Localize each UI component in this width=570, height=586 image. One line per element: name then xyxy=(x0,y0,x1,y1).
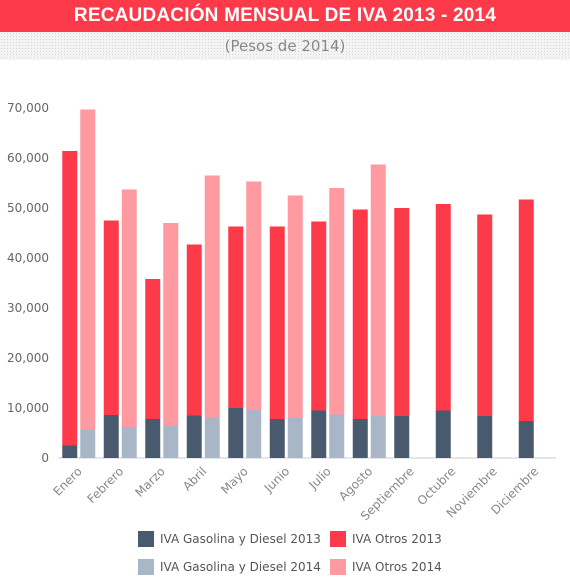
bar-segment xyxy=(329,414,345,458)
legend-label: IVA Gasolina y Diesel 2013 xyxy=(160,532,321,546)
bar-segment xyxy=(163,425,179,458)
bar-segment xyxy=(311,410,327,458)
bar-segment xyxy=(246,181,262,410)
legend-swatch xyxy=(330,559,346,575)
bar-segment xyxy=(435,410,451,458)
legend-swatch xyxy=(330,531,346,547)
bar-segment xyxy=(269,226,285,419)
bar-segment xyxy=(394,208,410,416)
x-tick-label: Junio xyxy=(261,464,292,495)
bar-segment xyxy=(246,409,262,458)
bar-segment xyxy=(103,415,119,458)
bar-segment xyxy=(311,221,327,411)
bar-segment xyxy=(477,416,493,458)
y-tick-label: 40,000 xyxy=(7,251,49,265)
bar-segment xyxy=(352,419,368,458)
bar-segment xyxy=(62,445,78,458)
x-tick-label: Marzo xyxy=(132,464,168,500)
bar-segment xyxy=(352,209,368,419)
chart-subtitle: (Pesos de 2014) xyxy=(224,37,346,55)
bar-segment xyxy=(121,427,137,458)
y-tick-label: 30,000 xyxy=(7,301,49,315)
legend-item-gasolina-2014: IVA Gasolina y Diesel 2014 xyxy=(138,558,321,576)
x-tick-label: Enero xyxy=(51,464,85,498)
bar-segment xyxy=(80,429,96,458)
bar-segment xyxy=(370,164,386,416)
bar-segment xyxy=(204,418,220,458)
y-tick-label: 60,000 xyxy=(7,151,49,165)
bar-segment xyxy=(186,415,202,458)
y-tick-label: 10,000 xyxy=(7,401,49,415)
stacked-bar-chart: 0 10,000 20,000 30,000 40,000 50,000 60,000 70,… xyxy=(7,101,556,523)
y-tick-label: 70,000 xyxy=(7,101,49,115)
bar-segment xyxy=(287,418,303,458)
legend-label: IVA Otros 2013 xyxy=(352,532,442,546)
bar-segment xyxy=(121,189,137,427)
bar-segment xyxy=(186,244,202,416)
y-tick-label: 0 xyxy=(41,451,49,465)
legend-label: IVA Gasolina y Diesel 2014 xyxy=(160,560,321,574)
subtitle-band: (Pesos de 2014) xyxy=(0,32,570,60)
bar-segment xyxy=(145,419,161,458)
x-tick-label: Julio xyxy=(305,464,333,492)
x-tick-label: Febrero xyxy=(84,464,126,506)
x-tick-label: Abril xyxy=(180,464,209,493)
legend-swatch xyxy=(138,559,154,575)
bar-segment xyxy=(287,195,303,418)
bar-segment xyxy=(163,223,179,426)
x-tick-label: Mayo xyxy=(218,464,251,497)
legend-swatch xyxy=(138,531,154,547)
bar-segment xyxy=(228,408,244,458)
bar-segment xyxy=(394,416,410,458)
y-tick-label: 50,000 xyxy=(7,201,49,215)
bar-segment xyxy=(62,151,78,446)
bar-segment xyxy=(518,199,534,421)
bar-segment xyxy=(269,419,285,458)
bar-segment xyxy=(145,279,161,419)
bar-segment xyxy=(329,188,345,415)
y-tick-label: 20,000 xyxy=(7,351,49,365)
bar-segment xyxy=(204,175,220,418)
bar-segment xyxy=(518,421,534,458)
chart-title: RECAUDACIÓN MENSUAL DE IVA 2013 - 2014 xyxy=(0,0,570,32)
legend-item-otros-2013: IVA Otros 2013 xyxy=(330,530,442,548)
bar-segment xyxy=(435,204,451,411)
bar-segment xyxy=(370,415,386,458)
bar-segment xyxy=(103,220,119,415)
bar-segment xyxy=(80,109,96,429)
legend-item-gasolina-2013: IVA Gasolina y Diesel 2013 xyxy=(138,530,321,548)
legend: IVA Gasolina y Diesel 2013 IVA Otros 201… xyxy=(138,530,558,580)
bar-segment xyxy=(228,226,244,408)
legend-item-otros-2014: IVA Otros 2014 xyxy=(330,558,442,576)
bar-segment xyxy=(477,214,493,416)
x-tick-label: Agosto xyxy=(336,464,375,503)
legend-label: IVA Otros 2014 xyxy=(352,560,442,574)
